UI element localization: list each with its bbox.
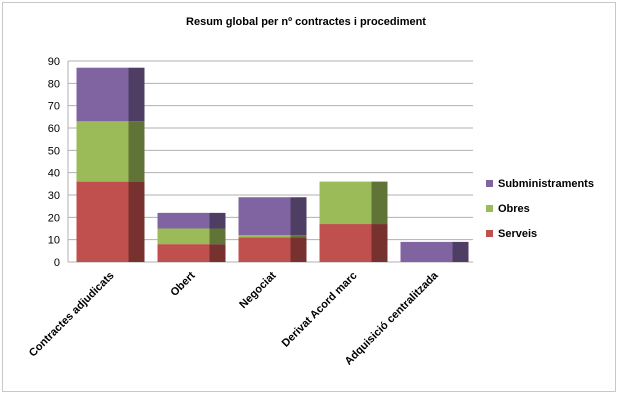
bar-segment-side xyxy=(128,181,145,262)
legend-swatch xyxy=(486,205,493,212)
y-tick-label: 60 xyxy=(48,123,60,135)
category-label: Obert xyxy=(168,269,197,298)
category-label: Contractes adjudicats xyxy=(27,270,117,360)
category-label: Negociat xyxy=(237,269,279,311)
bars xyxy=(76,67,469,262)
chart-frame: Resum global per nº contractes i procedi… xyxy=(2,2,616,392)
bar-segment-side xyxy=(371,224,388,262)
y-tick-label: 90 xyxy=(48,56,60,68)
bar-segment xyxy=(76,181,129,262)
bar-segment xyxy=(238,197,291,236)
stacked-bar-chart: Resum global per nº contractes i procedi… xyxy=(27,16,594,368)
bar-segment xyxy=(157,244,210,262)
bar-segment-side xyxy=(209,228,226,245)
y-tick-label: 10 xyxy=(48,235,60,247)
chart-title: Resum global per nº contractes i procedi… xyxy=(186,16,426,28)
legend-entry: Subministraments xyxy=(498,178,594,190)
legend-swatch xyxy=(486,180,493,187)
bar-segment xyxy=(400,241,453,262)
bar-segment-side xyxy=(290,237,307,262)
bar-segment xyxy=(157,228,210,245)
y-tick-label: 0 xyxy=(54,257,60,269)
category-label: Derivat Acord marc xyxy=(280,270,360,350)
bar-segment xyxy=(319,181,372,225)
bar-segment-side xyxy=(128,67,145,122)
bar-segment xyxy=(238,237,291,262)
y-tick-label: 30 xyxy=(48,190,60,202)
legend: Subministraments Obres Serveis xyxy=(486,178,594,240)
y-tick-label: 70 xyxy=(48,101,60,113)
y-tick-label: 20 xyxy=(48,212,60,224)
bar-segment-side xyxy=(290,197,307,236)
bar-segment-side xyxy=(452,241,469,262)
legend-swatch xyxy=(486,230,493,237)
legend-entry: Obres xyxy=(498,203,530,215)
y-tick-label: 80 xyxy=(48,78,60,90)
x-axis-labels: Contractes adjudicats Obert Negociat Deriva… xyxy=(27,269,441,368)
bar-segment-side xyxy=(209,244,226,262)
y-tick-label: 40 xyxy=(48,168,60,180)
legend-entry: Serveis xyxy=(498,228,537,240)
bar-segment xyxy=(76,67,129,122)
y-axis: 0 10 20 30 40 50 60 70 80 90 xyxy=(48,56,69,269)
bar-segment xyxy=(157,212,210,229)
bar-segment xyxy=(238,235,291,238)
bar-segment-side xyxy=(209,212,226,229)
bar-segment-side xyxy=(371,181,388,225)
y-tick-label: 50 xyxy=(48,145,60,157)
bar-segment xyxy=(319,224,372,262)
bar-segment xyxy=(76,121,129,182)
category-label: Adquisició centralitzada xyxy=(343,269,442,368)
bar-segment-side xyxy=(290,235,307,238)
bar-segment-side xyxy=(128,121,145,182)
